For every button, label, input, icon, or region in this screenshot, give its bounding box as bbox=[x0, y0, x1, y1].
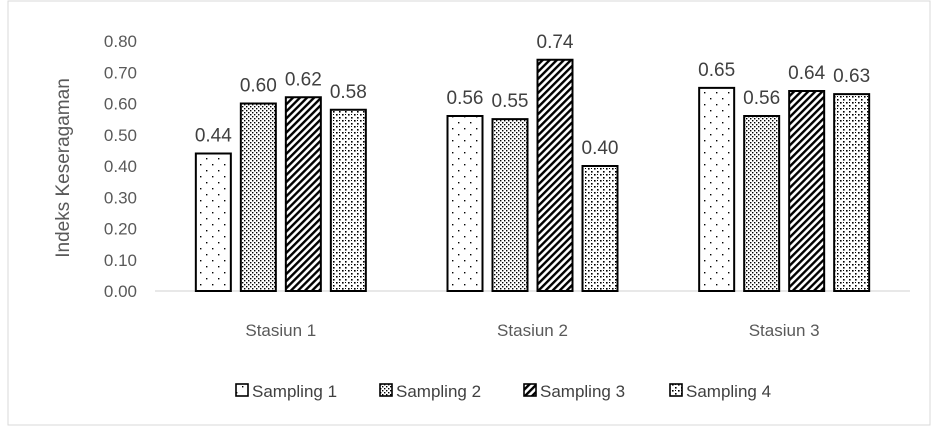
bar bbox=[833, 93, 871, 292]
legend-label: Sampling 2 bbox=[396, 382, 481, 401]
legend-swatch bbox=[523, 383, 537, 397]
bar bbox=[194, 152, 232, 292]
legend-label: Sampling 1 bbox=[252, 382, 337, 401]
data-label: 0.40 bbox=[582, 138, 619, 159]
bar bbox=[491, 118, 529, 292]
legend-swatch bbox=[379, 383, 393, 397]
bar bbox=[743, 115, 781, 292]
bar bbox=[239, 102, 277, 292]
y-tick-label: 0.40 bbox=[104, 157, 137, 176]
bar bbox=[536, 58, 574, 292]
data-labels: 0.44 0.60 0.62 0.58 0.56 0.55 0.74 0.40 0.65 0.56… bbox=[195, 32, 870, 159]
y-tick-label: 0.30 bbox=[104, 188, 137, 207]
bar bbox=[698, 86, 736, 292]
y-axis-ticks: 0.00 0.10 0.20 0.30 0.40 0.50 0.60 0.70 0.80 bbox=[104, 32, 137, 301]
y-tick-label: 0.70 bbox=[104, 63, 137, 82]
legend: Sampling 1 Sampling 2 Sampling 3 Sampling 4 bbox=[235, 382, 771, 401]
x-tick-label: Stasiun 3 bbox=[749, 321, 820, 340]
data-label: 0.62 bbox=[285, 69, 322, 90]
y-tick-label: 0.60 bbox=[104, 95, 137, 114]
y-axis-title: Indeks Keseragaman bbox=[53, 78, 74, 258]
bar bbox=[446, 115, 484, 292]
legend-swatch bbox=[235, 383, 249, 397]
x-tick-label: Stasiun 1 bbox=[245, 321, 316, 340]
legend-swatch bbox=[669, 383, 683, 397]
legend-label: Sampling 3 bbox=[540, 382, 625, 401]
bars bbox=[194, 58, 871, 292]
y-tick-label: 0.10 bbox=[104, 251, 137, 270]
data-label: 0.63 bbox=[833, 66, 870, 87]
data-label: 0.65 bbox=[698, 60, 735, 81]
y-tick-label: 0.00 bbox=[104, 282, 137, 301]
y-tick-label: 0.20 bbox=[104, 220, 137, 239]
data-label: 0.56 bbox=[743, 88, 780, 109]
data-label: 0.55 bbox=[492, 91, 529, 112]
legend-label: Sampling 4 bbox=[686, 382, 771, 401]
y-tick-label: 0.80 bbox=[104, 32, 137, 51]
bar bbox=[329, 108, 367, 292]
data-label: 0.60 bbox=[240, 76, 277, 97]
bar bbox=[788, 90, 826, 292]
data-label: 0.44 bbox=[195, 126, 232, 147]
data-label: 0.64 bbox=[788, 63, 825, 84]
bar bbox=[581, 165, 619, 292]
data-label: 0.56 bbox=[447, 88, 484, 109]
bar bbox=[284, 96, 322, 292]
data-label: 0.58 bbox=[330, 82, 367, 103]
data-label: 0.74 bbox=[537, 32, 574, 53]
x-axis-categories: Stasiun 1 Stasiun 2 Stasiun 3 bbox=[245, 321, 819, 340]
y-tick-label: 0.50 bbox=[104, 126, 137, 145]
x-tick-label: Stasiun 2 bbox=[497, 321, 568, 340]
